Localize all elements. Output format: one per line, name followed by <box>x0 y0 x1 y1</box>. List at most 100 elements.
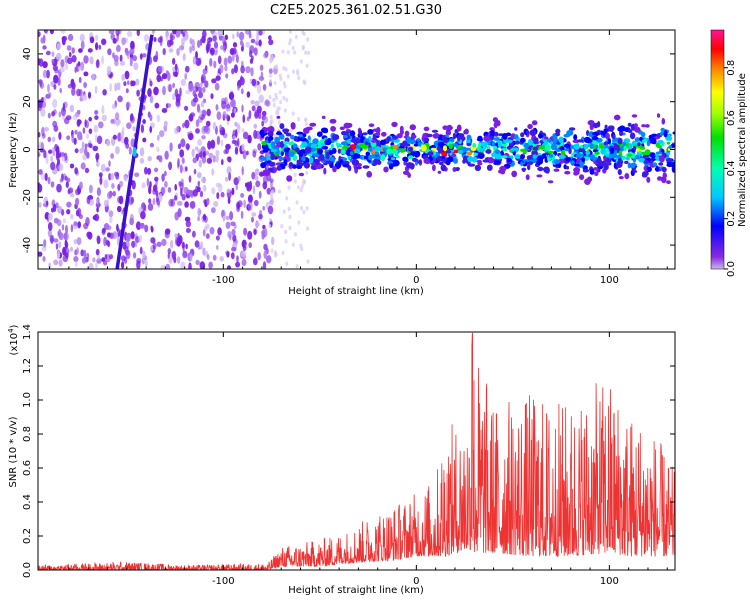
noise-cell <box>237 137 240 148</box>
noise-cell <box>242 131 249 140</box>
noise-cell <box>71 134 75 144</box>
signal-cell <box>554 132 561 137</box>
signal-cell <box>262 149 269 153</box>
signal-cell <box>339 159 344 164</box>
noise-cell <box>73 221 78 227</box>
noise-cell <box>160 264 166 269</box>
signal-cell <box>604 124 608 130</box>
noise-cell <box>83 82 87 88</box>
noise-cell <box>84 167 90 174</box>
noise-cell <box>123 81 127 86</box>
signal-cell <box>437 141 445 147</box>
signal-cell <box>491 141 495 147</box>
noise-cell <box>239 39 244 46</box>
noise-cell <box>80 135 83 141</box>
signal-cell <box>655 151 663 155</box>
noise-cell <box>103 199 108 207</box>
colorbar-label: Normalized spectral amplitude <box>737 73 748 227</box>
noise-cell <box>252 150 257 158</box>
noise-cell <box>133 252 137 259</box>
noise-cell <box>38 251 43 257</box>
noise-cell <box>75 209 80 217</box>
signal-cell <box>466 142 472 146</box>
signal-cell <box>533 137 538 144</box>
snr-xtick-label: 100 <box>600 576 619 587</box>
signal-cell <box>294 147 300 153</box>
noise-cell <box>269 115 273 120</box>
signal-cell <box>568 127 576 131</box>
noise-cell <box>108 210 114 218</box>
signal-cell <box>607 125 614 132</box>
signal-cell <box>472 143 477 148</box>
noise-cell <box>238 31 245 41</box>
noise-cell <box>293 50 297 55</box>
signal-cell <box>564 170 571 175</box>
noise-cell <box>38 152 41 157</box>
noise-cell <box>279 99 283 105</box>
noise-cell <box>112 52 115 59</box>
signal-cell <box>579 145 584 149</box>
noise-cell <box>48 91 52 98</box>
signal-cell <box>476 138 484 142</box>
signal-cell <box>316 148 323 155</box>
noise-cell <box>47 112 51 119</box>
signal-cell <box>493 131 499 137</box>
noise-cell <box>173 256 177 264</box>
signal-cell <box>299 149 307 154</box>
snr-ytick-label: 0.4 <box>22 494 33 510</box>
noise-cell <box>236 31 239 38</box>
signal-cell <box>380 154 386 162</box>
noise-cell <box>286 50 290 55</box>
noise-cell <box>305 122 308 127</box>
signal-cell <box>381 131 387 137</box>
signal-cell <box>343 122 351 129</box>
noise-cell <box>106 65 112 75</box>
noise-cell <box>193 168 197 175</box>
signal-cell <box>416 138 421 142</box>
noise-cell <box>307 50 311 55</box>
signal-cell <box>303 127 310 134</box>
signal-cell <box>283 141 290 145</box>
snr-ytick-label: 0.0 <box>22 562 33 578</box>
signal-cell <box>366 171 373 178</box>
signal-cell <box>476 159 482 164</box>
noise-cell <box>192 230 196 238</box>
signal-cell <box>589 142 594 149</box>
signal-cell <box>587 120 595 126</box>
signal-cell <box>288 151 295 157</box>
noise-cell <box>150 245 154 252</box>
signal-cell <box>627 162 631 169</box>
signal-cell <box>367 147 373 152</box>
noise-cell <box>51 147 55 153</box>
noise-cell <box>185 228 191 233</box>
signal-cell <box>591 136 599 141</box>
noise-cell <box>222 111 227 119</box>
signal-cell <box>485 149 492 154</box>
signal-cell <box>276 165 282 171</box>
noise-cell <box>254 221 260 228</box>
noise-cell <box>76 237 82 246</box>
signal-cell <box>474 164 482 172</box>
noise-cell <box>262 261 267 269</box>
noise-cell <box>153 86 159 96</box>
signal-cell <box>536 159 542 165</box>
noise-cell <box>117 227 121 238</box>
colorbar-tick-label: 0.4 <box>726 160 737 176</box>
signal-cell <box>335 162 341 170</box>
noise-cell <box>129 217 134 226</box>
noise-cell <box>50 181 55 188</box>
spectrogram-xtick-label: 0 <box>413 275 419 286</box>
noise-cell <box>269 178 274 183</box>
noise-cell <box>268 95 272 100</box>
noise-cell <box>297 75 301 81</box>
noise-cell <box>40 37 45 44</box>
spectrogram-xtick-label: -100 <box>212 275 235 286</box>
noise-cell <box>157 134 160 141</box>
signal-cell <box>471 156 478 163</box>
noise-cell <box>105 239 110 246</box>
noise-cell <box>226 265 232 269</box>
noise-cell <box>202 247 206 256</box>
noise-cell <box>197 207 201 217</box>
noise-cell <box>211 207 216 214</box>
colorbar-axes: 0.0 0.2 0.4 0.6 0.8 <box>724 60 737 277</box>
